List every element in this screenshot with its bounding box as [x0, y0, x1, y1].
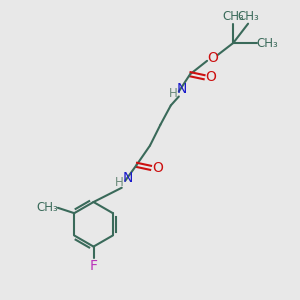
Text: CH₃: CH₃	[256, 37, 278, 50]
Text: CH₃: CH₃	[222, 10, 244, 23]
Text: CH₃: CH₃	[237, 10, 259, 23]
Text: N: N	[123, 171, 134, 185]
Text: O: O	[207, 51, 218, 65]
Text: N: N	[177, 82, 187, 96]
Text: H: H	[169, 87, 177, 100]
Text: F: F	[89, 259, 98, 273]
Text: H: H	[115, 176, 124, 189]
Text: O: O	[152, 161, 163, 175]
Text: CH₃: CH₃	[37, 201, 58, 214]
Text: O: O	[206, 70, 216, 84]
